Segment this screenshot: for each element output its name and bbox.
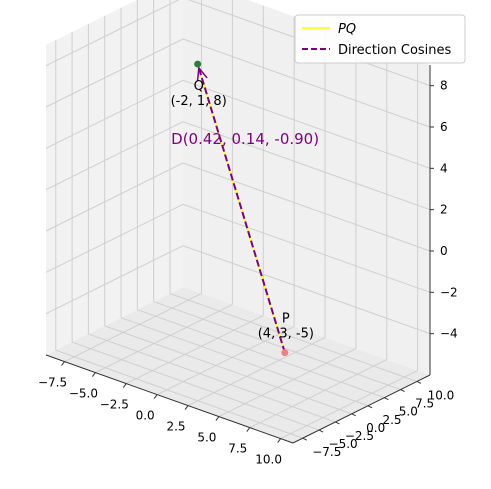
grid-z-back [182, 38, 431, 128]
x-tick-label: 2.5 [166, 420, 185, 434]
tick-labels: −7.5−5.0−2.50.02.55.07.510.0−7.5−5.0−2.5… [38, 79, 458, 467]
x-tick-mark [61, 361, 65, 366]
z-tick-label: 4 [440, 161, 448, 175]
point-coords-q: (-2, 1, 8) [171, 94, 227, 109]
y-tick-mark [302, 437, 308, 441]
grid-z-left [45, 0, 180, 67]
grid-z-back [182, 79, 431, 169]
z-tick-label: −2 [440, 285, 458, 299]
y-tick-mark [416, 381, 422, 384]
x-tick-label: −5.0 [69, 387, 98, 401]
y-axis-line [292, 374, 431, 444]
x-tick-label: −7.5 [38, 376, 67, 390]
grid-z-back [182, 121, 431, 211]
y-tick-label: 5.0 [399, 405, 418, 419]
grid-x-floor [187, 337, 326, 407]
x-tick-mark [92, 372, 96, 377]
grid-z-left [45, 203, 184, 273]
y-tick-label: −7.5 [312, 445, 341, 459]
legend-label-direction-cosines: Direction Cosines [338, 43, 452, 58]
grid-z-left [45, 245, 184, 315]
grid-y-floor [55, 349, 303, 439]
x-tick-mark [215, 416, 220, 421]
grid-z-left [45, 162, 184, 232]
grid-y-floor [153, 301, 401, 391]
x-tick-label: 0.0 [136, 409, 155, 423]
data-marks [194, 60, 289, 357]
z-tick-label: 8 [440, 79, 448, 93]
point-p [281, 349, 289, 357]
x-axis-line [45, 354, 294, 444]
legend-frame [294, 14, 466, 64]
direction-arrowhead [196, 66, 208, 81]
direction-cosines-label: D(0.42, 0.14, -0.90) [171, 130, 319, 148]
y-tick-mark [335, 421, 340, 425]
point-coords-p: (4, 3, -5) [258, 327, 314, 342]
x-tick-label: 5.0 [197, 431, 216, 445]
grid-x-floor [280, 370, 418, 440]
x-tick-label: −2.5 [100, 398, 129, 412]
z-tick-label: 6 [440, 120, 448, 134]
grid-x-floor [156, 326, 295, 396]
y-tick-label: −5.0 [329, 437, 358, 451]
grid-z-left [45, 79, 184, 149]
grid-z-back [182, 162, 431, 252]
pane-left-wall [46, 0, 183, 355]
z-tick-label: 2 [440, 203, 448, 217]
grid-lines [45, 0, 431, 440]
grid-z-left [45, 121, 184, 191]
y-tick-mark [384, 397, 389, 401]
grid-y-floor [120, 317, 369, 407]
axis-panes [46, 0, 430, 443]
y-tick-mark [367, 405, 373, 409]
grid-x-floor [249, 359, 387, 429]
z-tick-label: 0 [440, 244, 448, 258]
legend-label-pq: PQ [338, 22, 356, 37]
y-tick-label: 7.5 [415, 397, 434, 411]
x-tick-mark [277, 438, 282, 443]
x-tick-mark [153, 394, 158, 399]
point-q [194, 60, 202, 68]
grid-y-floor [104, 325, 352, 415]
legend: PQ Direction Cosines [294, 14, 466, 64]
y-tick-label: −2.5 [345, 429, 374, 443]
grid-z-back [182, 245, 431, 335]
point-label-q: Q [194, 79, 204, 94]
x-tick-label: 7.5 [228, 442, 247, 456]
grid-y-floor [71, 341, 320, 431]
grid-z-left [45, 38, 184, 108]
point-label-p: P [282, 312, 290, 327]
x-tick-label: 10.0 [255, 453, 282, 467]
y-tick-mark [400, 389, 405, 393]
y-tick-label: 10.0 [428, 388, 455, 402]
grid-z-back [182, 203, 431, 293]
y-tick-mark [351, 413, 356, 417]
grid-x-floor [64, 293, 202, 363]
y-tick-label: 2.5 [382, 413, 401, 427]
grid-x-floor [126, 315, 264, 385]
x-tick-mark [184, 405, 189, 410]
pane-back-wall [183, 0, 430, 375]
pane-floor [46, 287, 430, 443]
x-tick-mark [246, 427, 251, 432]
axis-lines [45, 65, 434, 444]
y-tick-label: 0.0 [366, 421, 385, 435]
y-tick-mark [318, 429, 324, 433]
series-line-direction-cosines [196, 63, 286, 353]
annotations: P(4, 3, -5) Q(-2, 1, 8) D(0.42, 0.14, -0.9… [171, 79, 319, 342]
z-tick-label: −4 [440, 327, 458, 341]
grid-y-floor [169, 293, 418, 382]
grid-y-floor [88, 333, 336, 423]
grid-x-floor [218, 348, 357, 418]
grid-y-floor [137, 309, 385, 399]
x-tick-mark [122, 383, 127, 388]
grid-x-floor [95, 304, 233, 374]
